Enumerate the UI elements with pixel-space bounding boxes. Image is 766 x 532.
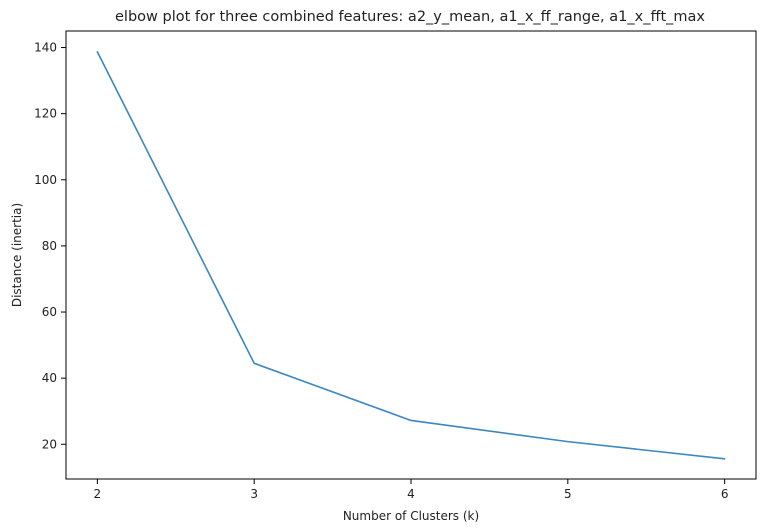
x-tick-label: 3 [250, 487, 258, 501]
y-axis-ticks: 20 40 60 80 100 120 140 [34, 41, 66, 452]
y-tick-label: 40 [42, 371, 57, 385]
x-tick-label: 4 [407, 487, 415, 501]
y-tick-label: 80 [42, 239, 57, 253]
y-tick-label: 60 [42, 305, 57, 319]
series-layer [97, 52, 724, 459]
y-tick-label: 140 [34, 41, 57, 55]
x-tick-label: 5 [564, 487, 572, 501]
x-tick-label: 6 [721, 487, 729, 501]
x-tick-label: 2 [94, 487, 102, 501]
y-tick-label: 20 [42, 437, 57, 451]
x-axis-ticks: 2 3 4 5 6 [94, 479, 729, 501]
x-axis-label: Number of Clusters (k) [343, 509, 479, 523]
y-tick-label: 120 [34, 107, 57, 121]
plot-area-frame [66, 31, 756, 479]
chart-title: elbow plot for three combined features: … [115, 9, 705, 25]
y-tick-label: 100 [34, 173, 57, 187]
series-line [97, 52, 724, 459]
y-axis-label: Distance (inertia) [10, 203, 24, 307]
